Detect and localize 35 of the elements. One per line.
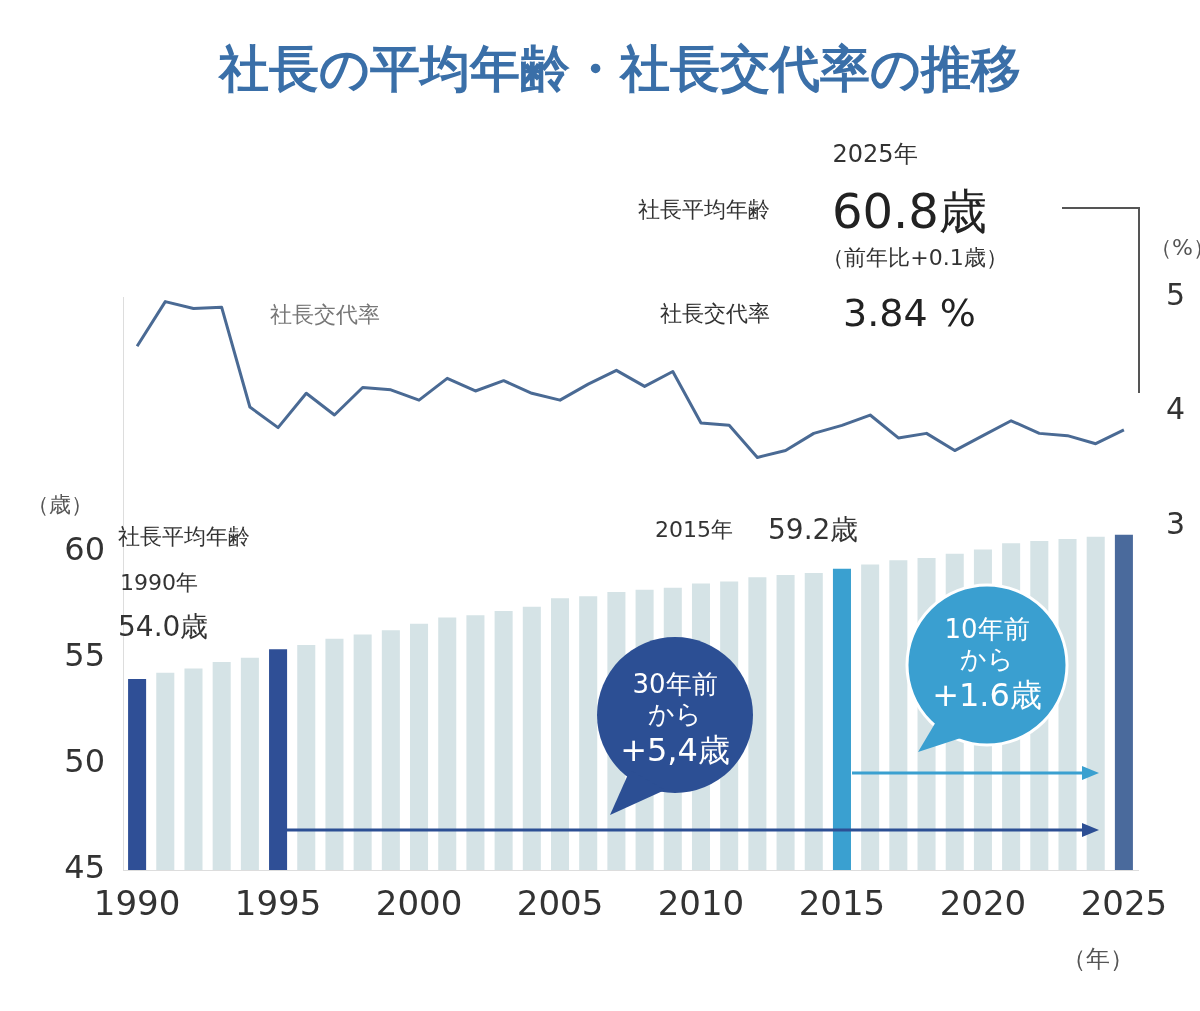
annotation: +1.6歳: [932, 675, 1042, 714]
text: （前年比+0.1歳）: [822, 245, 1008, 271]
chart-title: 社長の平均年齢・社長交代率の推移: [219, 40, 1021, 99]
x-tick-label: 2000: [375, 883, 463, 924]
text: 2025年: [832, 140, 918, 169]
annotation: 3.84 %: [843, 291, 976, 336]
annotation: から: [648, 699, 702, 730]
annotation: 社長平均年齢: [118, 524, 250, 550]
y2-tick-label: 3: [1166, 506, 1186, 541]
x-tick-label: 2015: [798, 883, 886, 924]
y-tick-label: 55: [64, 636, 105, 675]
annotation: 社長交代率: [660, 301, 770, 327]
x-tick-label: 2005: [516, 883, 604, 924]
annotation: 54.0歳: [118, 609, 209, 644]
y2-axis-title: （%）: [1150, 235, 1200, 261]
x-tick-label: 2020: [939, 883, 1027, 924]
y2-tick-label: 4: [1166, 391, 1186, 427]
x-tick-label: 2025: [1080, 883, 1168, 924]
annotation: +5,4歳: [620, 730, 730, 769]
series-label: 社長交代率: [270, 302, 380, 328]
annotation: 30年前: [632, 669, 718, 700]
x-tick-label: 1995: [234, 883, 322, 924]
y-tick-label: 60: [64, 529, 105, 568]
annotation: 2015年: [655, 517, 733, 543]
y-axis-title: （歳）: [27, 492, 93, 518]
x-axis-title: （年）: [1062, 945, 1134, 974]
text: 社長平均年齢: [638, 197, 770, 223]
y-tick-label: 50: [64, 742, 105, 781]
annotation: 10年前: [944, 614, 1030, 645]
y2-tick-label: 5: [1166, 276, 1186, 312]
x-tick-label: 2010: [657, 883, 745, 924]
annotation: から: [960, 644, 1014, 675]
annotation: 1990年: [120, 570, 198, 596]
text: 60.8歳: [832, 183, 987, 240]
annotation: 59.2歳: [768, 512, 859, 547]
